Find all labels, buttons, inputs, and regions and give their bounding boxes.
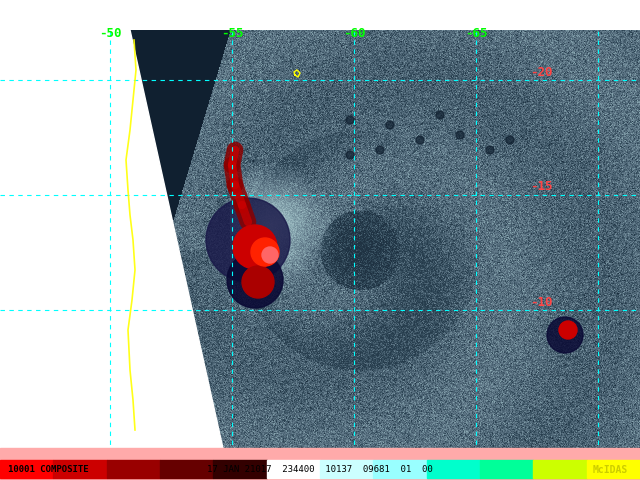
Circle shape	[227, 252, 283, 308]
Bar	[160, 460, 213, 478]
Bar	[53, 460, 107, 478]
Circle shape	[506, 136, 514, 144]
Circle shape	[416, 136, 424, 144]
Bar	[0, 448, 640, 480]
Circle shape	[346, 116, 354, 124]
Circle shape	[547, 317, 583, 353]
Circle shape	[262, 247, 278, 263]
Bar	[480, 460, 533, 478]
Text: -50: -50	[99, 27, 121, 40]
Text: McIDAS: McIDAS	[593, 465, 628, 475]
Bar	[427, 460, 480, 478]
Circle shape	[233, 225, 277, 269]
Circle shape	[559, 321, 577, 339]
Bar	[0, 30, 230, 480]
Circle shape	[346, 151, 354, 159]
Bar	[107, 460, 160, 478]
Bar	[587, 460, 640, 478]
Circle shape	[386, 121, 394, 129]
Bar	[0, 460, 53, 478]
Circle shape	[456, 131, 464, 139]
Text: -65: -65	[465, 27, 487, 40]
Text: 10001 COMPOSITE: 10001 COMPOSITE	[8, 466, 88, 475]
Bar	[533, 460, 587, 478]
Circle shape	[376, 146, 384, 154]
Polygon shape	[0, 30, 230, 480]
Text: 17 JAN 21017  234400  10137  09681  01  00: 17 JAN 21017 234400 10137 09681 01 00	[207, 466, 433, 475]
Text: -20: -20	[530, 65, 552, 79]
Bar	[373, 460, 427, 478]
Circle shape	[251, 238, 279, 266]
Circle shape	[242, 266, 274, 298]
Circle shape	[206, 198, 290, 282]
Circle shape	[486, 146, 494, 154]
Text: -60: -60	[343, 27, 365, 40]
Text: -10: -10	[530, 296, 552, 309]
Bar	[320, 460, 373, 478]
Bar	[267, 460, 320, 478]
Bar	[213, 460, 267, 478]
Circle shape	[436, 111, 444, 119]
Text: -55: -55	[221, 27, 243, 40]
Text: -15: -15	[530, 180, 552, 193]
